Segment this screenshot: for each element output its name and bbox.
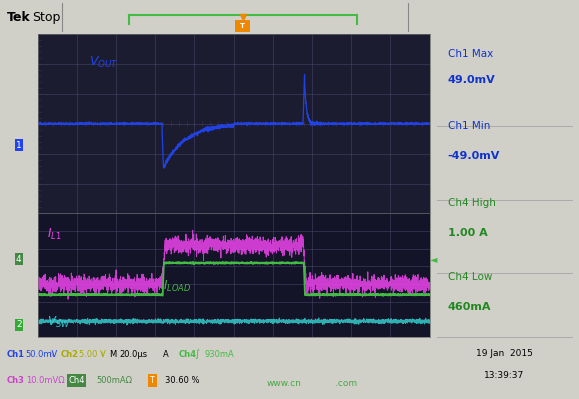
Text: -49.0mV: -49.0mV bbox=[448, 150, 500, 161]
FancyBboxPatch shape bbox=[235, 20, 251, 32]
Text: ⌇: ⌇ bbox=[101, 352, 104, 358]
Text: Ch1: Ch1 bbox=[6, 350, 24, 359]
Text: 13:39:37: 13:39:37 bbox=[484, 371, 525, 379]
Text: Ch4 High: Ch4 High bbox=[448, 198, 496, 209]
Text: ∫: ∫ bbox=[194, 350, 199, 359]
Text: T: T bbox=[150, 376, 155, 385]
Text: 5.00 V: 5.00 V bbox=[79, 350, 106, 359]
Text: 4: 4 bbox=[16, 255, 21, 264]
Text: 930mA: 930mA bbox=[204, 350, 234, 359]
Text: Ch2: Ch2 bbox=[60, 350, 78, 359]
Text: 1.00 A: 1.00 A bbox=[448, 228, 488, 239]
Text: 1: 1 bbox=[16, 141, 21, 150]
Text: Ch1 Max: Ch1 Max bbox=[448, 49, 493, 59]
Text: .com: .com bbox=[335, 379, 357, 388]
Text: $\mathit{I}_{\mathit{LOAD}}$: $\mathit{I}_{\mathit{LOAD}}$ bbox=[163, 279, 191, 294]
Text: ⌇⌇: ⌇⌇ bbox=[49, 352, 56, 358]
Text: 20.0μs: 20.0μs bbox=[119, 350, 148, 359]
Text: Ch3: Ch3 bbox=[6, 376, 24, 385]
Text: Ch4: Ch4 bbox=[178, 350, 196, 359]
Text: 10.0mVΩ: 10.0mVΩ bbox=[26, 376, 64, 385]
Text: T: T bbox=[240, 23, 245, 29]
Text: 50.0mV: 50.0mV bbox=[26, 350, 58, 359]
Text: 500mAΩ: 500mAΩ bbox=[97, 376, 133, 385]
Text: 2: 2 bbox=[16, 320, 21, 329]
Text: A: A bbox=[163, 350, 169, 359]
Text: 460mA: 460mA bbox=[448, 302, 491, 312]
Text: 30.60 %: 30.60 % bbox=[166, 376, 200, 385]
Text: Ch1 Min: Ch1 Min bbox=[448, 120, 490, 131]
Text: Tek: Tek bbox=[6, 11, 30, 24]
Text: www.cn: www.cn bbox=[266, 379, 301, 388]
Text: Ch4: Ch4 bbox=[68, 376, 85, 385]
Text: Stop: Stop bbox=[32, 11, 61, 24]
Text: M: M bbox=[109, 350, 117, 359]
Text: 49.0mV: 49.0mV bbox=[448, 75, 495, 85]
Text: ◄: ◄ bbox=[430, 254, 437, 264]
Text: $\mathit{V}_{\mathit{SW}}$: $\mathit{V}_{\mathit{SW}}$ bbox=[47, 315, 71, 330]
Text: $\mathit{I}_{\mathit{L1}}$: $\mathit{I}_{\mathit{L1}}$ bbox=[47, 227, 62, 242]
Text: $\mathit{V}_{\mathit{OUT}}$: $\mathit{V}_{\mathit{OUT}}$ bbox=[89, 55, 118, 70]
Text: Ch4 Low: Ch4 Low bbox=[448, 272, 492, 282]
Text: 19 Jan  2015: 19 Jan 2015 bbox=[476, 349, 533, 358]
